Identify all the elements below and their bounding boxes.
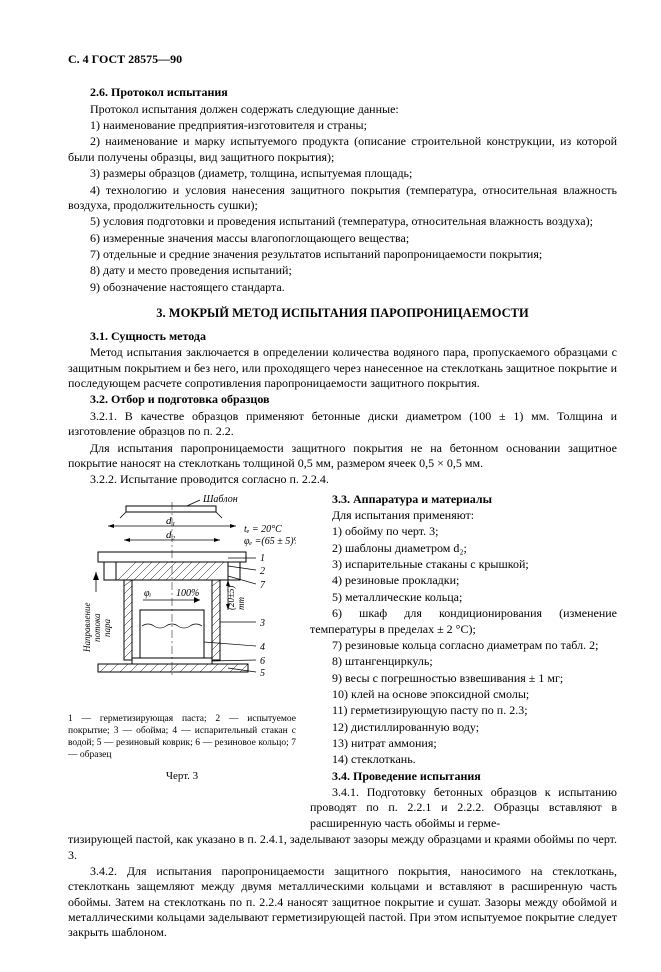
item-33-11: 11) герметизирующую пасту по п. 2.3; [310, 703, 617, 718]
item-26-8: 8) дату и место проведения испытаний; [68, 263, 617, 278]
callout-3: 3 [259, 618, 265, 629]
callout-7: 7 [260, 580, 266, 591]
num-3-3: 3.3. [332, 492, 350, 506]
p-3-2-2: 3.2.2. Испытание проводится согласно п. … [68, 472, 617, 487]
lbl-phi-e: φₑ =(65 ± 5)% [244, 536, 296, 547]
p-2-6-title: 2.6. Протокол испытания [68, 85, 617, 100]
callout-1: 1 [260, 553, 265, 564]
right-column: 3.3. Аппаратура и материалы Для испытани… [310, 492, 617, 833]
p-2-6-intro: Протокол испытания должен содержать след… [68, 102, 617, 117]
title-3-3: Аппаратура и материалы [353, 492, 492, 506]
item-33-8: 8) штангенциркуль; [310, 654, 617, 669]
item-26-5: 5) условия подготовки и проведения испыт… [68, 214, 617, 229]
item-33-7: 7) резиновые кольца согласно диаметрам п… [310, 638, 617, 653]
title-3-1: Сущность метода [111, 329, 206, 343]
section-3-title: 3. МОКРЫЙ МЕТОД ИСПЫТАНИЯ ПАРОПРОНИЦАЕМО… [68, 305, 617, 321]
svg-text:mm: mm [236, 596, 246, 609]
item-33-12: 12) дистиллированную воду; [310, 720, 617, 735]
page-header: С. 4 ГОСТ 28575—90 [68, 52, 617, 67]
item-33-9: 9) весы с погрешностью взвешивания ± 1 м… [310, 671, 617, 686]
item-33-2: 2) шаблоны диаметром d₂; [310, 541, 617, 556]
lbl-d1: d₁ [166, 515, 176, 527]
num-3-2: 3.2. [90, 392, 108, 406]
item-33-13: 13) нитрат аммония; [310, 736, 617, 751]
num-3-4: 3.4. [332, 769, 350, 783]
item-33-10: 10) клей на основе эпоксидной смолы; [310, 687, 617, 702]
item-26-7: 7) отдельные и средние значения результа… [68, 247, 617, 262]
item-33-4: 4) резиновые прокладки; [310, 573, 617, 588]
p-3-2-title: 3.2. Отбор и подготовка образцов [68, 392, 617, 407]
figure-caption: Черт. 3 [68, 769, 296, 783]
p-3-4-1-part1: 3.4.1. Подготовку бетонных образцов к ис… [310, 785, 617, 831]
p-3-1-body: Метод испытания заключается в определени… [68, 345, 617, 391]
lbl-100pct: 100% [176, 588, 199, 599]
p-3-4-1-full: тизирующей пастой, как указано в п. 2.4.… [68, 832, 617, 863]
lbl-dim: (20±5) [226, 585, 236, 609]
item-26-1: 1) наименование предприятия-изготовителя… [68, 118, 617, 133]
lbl-phi-i: φᵢ [144, 588, 152, 599]
item-26-6: 6) измеренные значения массы влагопоглощ… [68, 231, 617, 246]
svg-text:Направление: Направление [82, 602, 92, 653]
p-3-3-intro: Для испытания применяют: [310, 508, 617, 523]
lbl-shablon: Шаблон [202, 494, 238, 505]
callout-6: 6 [260, 656, 265, 667]
callout-5: 5 [260, 668, 265, 679]
p-3-4-2: 3.4.2. Для испытания паропроницаемости з… [68, 864, 617, 941]
figure-legend: 1 — герметизирующая паста; 2 — испытуемо… [68, 714, 296, 762]
item-26-3: 3) размеры образцов (диаметр, толщина, и… [68, 166, 617, 181]
title-2-6: Протокол испытания [111, 85, 228, 99]
svg-text:потока: потока [92, 613, 102, 642]
p-3-4-title: 3.4. Проведение испытания [310, 769, 617, 784]
item-33-3: 3) испарительные стаканы с крышкой; [310, 557, 617, 572]
item-33-1: 1) обойму по черт. 3; [310, 524, 617, 539]
p-3-2-1: 3.2.1. В качестве образцов применяют бет… [68, 409, 617, 440]
title-3-4: Проведение испытания [353, 769, 481, 783]
item-33-6: 6) шкаф для кондиционирования (изменение… [310, 606, 617, 637]
callout-4: 4 [260, 642, 265, 653]
callout-2: 2 [260, 566, 265, 577]
p-3-3-title: 3.3. Аппаратура и материалы [310, 492, 617, 507]
title-3-2: Отбор и подготовка образцов [111, 392, 270, 406]
item-26-4: 4) технологию и условия нанесения защитн… [68, 183, 617, 214]
svg-text:пара: пара [102, 618, 112, 637]
item-26-2: 2) наименование и марку испытуемого прод… [68, 134, 617, 165]
figure-column: Шаблон d₁ d₂ tₑ = 20°C φₑ =(65 ± 5)% [68, 492, 296, 833]
item-26-9: 9) обозначение настоящего стандарта. [68, 280, 617, 295]
two-col-wrap: Шаблон d₁ d₂ tₑ = 20°C φₑ =(65 ± 5)% [68, 492, 617, 833]
lbl-d2: d₂ [166, 529, 176, 541]
diagram-chert-3: Шаблон d₁ d₂ tₑ = 20°C φₑ =(65 ± 5)% [68, 492, 296, 702]
item-33-5: 5) металлические кольца; [310, 590, 617, 605]
p-3-2-1b: Для испытания паропроницаемости защитног… [68, 441, 617, 472]
lbl-te: tₑ = 20°C [244, 524, 282, 535]
num-3-1: 3.1. [90, 329, 108, 343]
item-33-14: 14) стеклоткань. [310, 752, 617, 767]
p-3-1-title: 3.1. Сущность метода [68, 329, 617, 344]
num-2-6: 2.6. [90, 85, 108, 99]
